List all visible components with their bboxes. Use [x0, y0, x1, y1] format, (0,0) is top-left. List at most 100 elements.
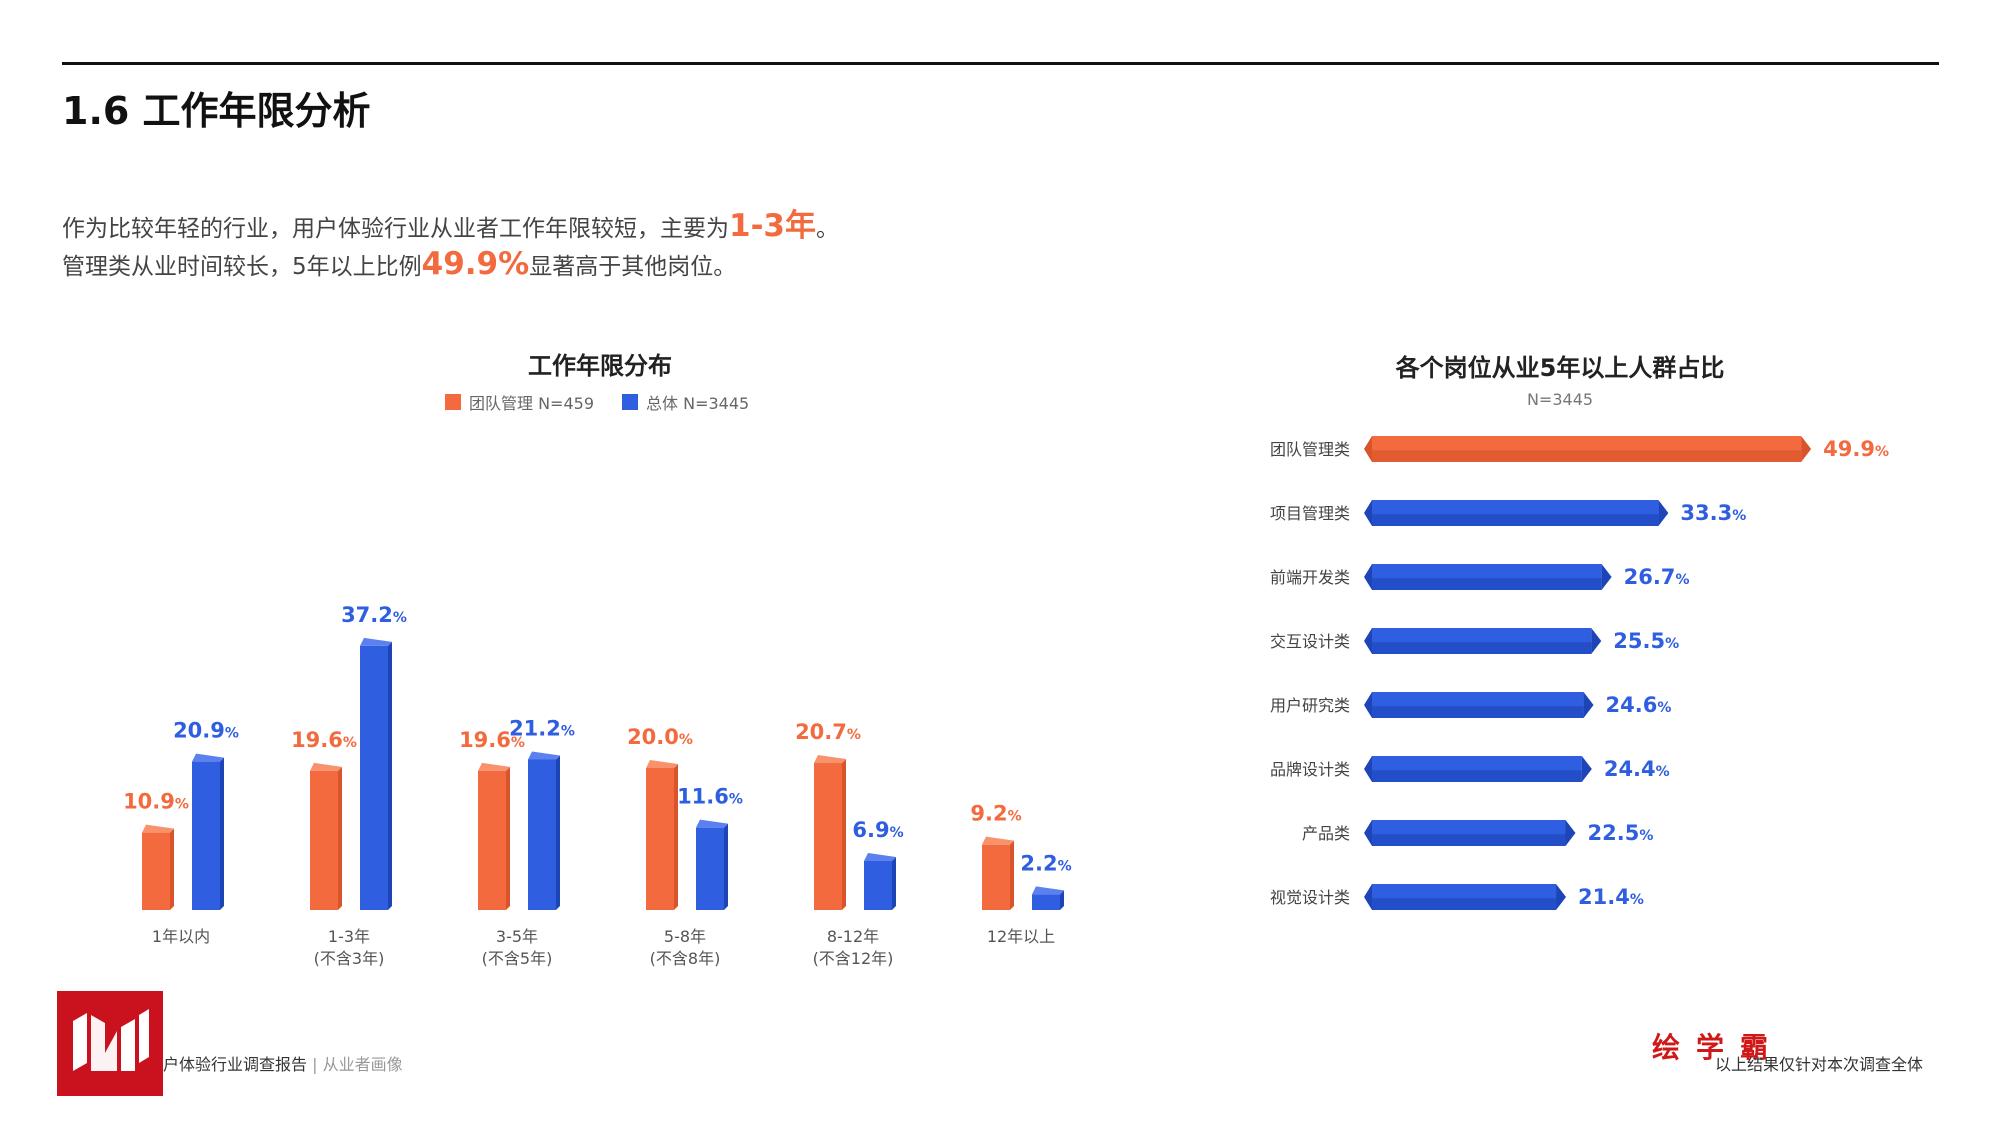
data-label: 33.3% — [1680, 501, 1746, 525]
tick-label: 用户研究类 — [1270, 696, 1350, 715]
data-label: 10.9% — [123, 790, 189, 814]
bar-top — [696, 819, 728, 828]
footer-separator: | — [307, 1055, 323, 1074]
data-label: 2.2% — [1020, 851, 1071, 875]
bar-shade — [1372, 770, 1582, 782]
bar-top — [528, 751, 560, 760]
intro-highlight: 1-3年 — [729, 208, 817, 244]
tick-label: 1年以内 — [152, 927, 210, 946]
data-label: 25.5% — [1613, 629, 1679, 653]
footer-report: 户体验行业调查报告 | 从业者画像 — [163, 1051, 403, 1075]
tick-label: 品牌设计类 — [1270, 760, 1350, 779]
bar-top — [360, 637, 392, 646]
horizontal-bar-chart: 团队管理类 49.9% 项目管理类 33.3% 前端开发类 26.7% 交互设计类 25.5%… — [1270, 436, 1889, 910]
bar-side — [220, 757, 224, 910]
bar — [360, 645, 388, 910]
vertical-chart-legend: 团队管理 N=459 总体 N=3445 — [445, 390, 749, 414]
legend-swatch-blue — [622, 394, 639, 410]
intro-text: 管理类从业时间较长，5年以上比例 — [62, 254, 422, 280]
intro-line-1: 作为比较年轻的行业，用户体验行业从业者工作年限较短，主要为1-3年。 — [62, 200, 839, 245]
bar-top — [142, 824, 174, 833]
footer-report-section: 从业者画像 — [322, 1055, 403, 1074]
data-label: 22.5% — [1588, 821, 1654, 845]
bar-side — [1060, 890, 1064, 910]
footer-report-title: 户体验行业调查报告 — [163, 1055, 308, 1074]
tick-label: 1-3年(不含3年) — [314, 927, 385, 968]
bar-start — [1364, 564, 1372, 590]
bar-side — [674, 764, 678, 910]
intro-text: 作为比较年轻的行业，用户体验行业从业者工作年限较短，主要为 — [62, 216, 729, 242]
bar-shade — [1372, 706, 1584, 718]
legend-item-management: 团队管理 N=459 — [445, 390, 594, 414]
bar-side — [724, 823, 728, 910]
bar-end — [1556, 884, 1567, 910]
bar — [814, 763, 842, 910]
bar-shade — [1372, 450, 1802, 462]
bar-side — [170, 828, 174, 910]
intro-highlight: 49.9% — [421, 246, 530, 282]
intro-text: 。 — [816, 216, 840, 242]
horizontal-chart-subtitle: N=3445 — [1526, 390, 1594, 409]
bar-start — [1364, 436, 1372, 462]
top-rule — [62, 62, 1939, 65]
bar-start — [1364, 692, 1372, 718]
bar — [696, 827, 724, 910]
data-label: 9.2% — [970, 802, 1021, 826]
bar-side — [1010, 840, 1014, 910]
bar — [982, 844, 1010, 910]
bar-top — [310, 762, 342, 771]
bar-side — [338, 766, 342, 910]
bar-side — [506, 766, 510, 910]
intro-line-2: 管理类从业时间较长，5年以上比例49.9%显著高于其他岗位。 — [62, 246, 736, 282]
data-label: 6.9% — [852, 818, 903, 842]
bar-top — [814, 755, 846, 764]
tick-label: 团队管理类 — [1270, 440, 1350, 459]
data-label: 20.7% — [795, 720, 861, 744]
bar-top — [646, 760, 678, 768]
bar-top — [192, 753, 224, 762]
bar-start — [1364, 500, 1372, 526]
bar-start — [1364, 756, 1372, 782]
tick-label: 产品类 — [1302, 824, 1350, 843]
legend-label: 总体 N=3445 — [646, 394, 750, 413]
bar-start — [1364, 820, 1372, 846]
data-label: 20.9% — [173, 719, 239, 743]
bar-start — [1364, 628, 1372, 654]
legend-swatch-orange — [445, 394, 461, 410]
bar-end — [1658, 500, 1669, 526]
legend-label: 团队管理 N=459 — [469, 394, 595, 413]
bar-end — [1583, 692, 1594, 718]
data-label: 21.2% — [509, 716, 575, 740]
bar-end — [1801, 436, 1812, 462]
data-label: 21.4% — [1578, 885, 1644, 909]
bar — [192, 761, 220, 910]
data-label: 37.2% — [341, 603, 407, 627]
bar-shade — [1372, 834, 1566, 846]
footer-note: 以上结果仅针对本次调查全体 — [1715, 1055, 1924, 1074]
data-label: 49.9% — [1823, 437, 1889, 461]
logo-mark-icon — [73, 1009, 149, 1071]
data-label: 19.6% — [291, 728, 357, 752]
data-label: 24.4% — [1604, 757, 1670, 781]
bar-side — [842, 759, 846, 910]
bar-side — [556, 755, 560, 910]
bar-end — [1591, 628, 1602, 654]
bar-top — [982, 836, 1014, 845]
bar-shade — [1372, 578, 1602, 590]
bar — [528, 759, 556, 910]
bar — [478, 770, 506, 910]
bar-side — [892, 857, 896, 910]
bar-side — [388, 641, 392, 910]
bar-end — [1601, 564, 1612, 590]
bar — [646, 768, 674, 910]
data-label: 20.0% — [627, 725, 693, 749]
page-title: 1.6 工作年限分析 — [62, 89, 371, 133]
bar-start — [1364, 884, 1372, 910]
tick-label: 3-5年(不含5年) — [482, 927, 553, 968]
bar — [1032, 894, 1060, 910]
vertical-bar-chart: 10.9%20.9%1年以内19.6%37.2%1-3年(不含3年)19.6%2… — [123, 603, 1072, 968]
horizontal-chart-title: 各个岗位从业5年以上人群占比 — [1395, 354, 1725, 382]
intro-text: 显著高于其他岗位。 — [529, 254, 737, 280]
vertical-chart-title: 工作年限分布 — [528, 352, 672, 380]
tick-label: 12年以上 — [987, 927, 1055, 946]
